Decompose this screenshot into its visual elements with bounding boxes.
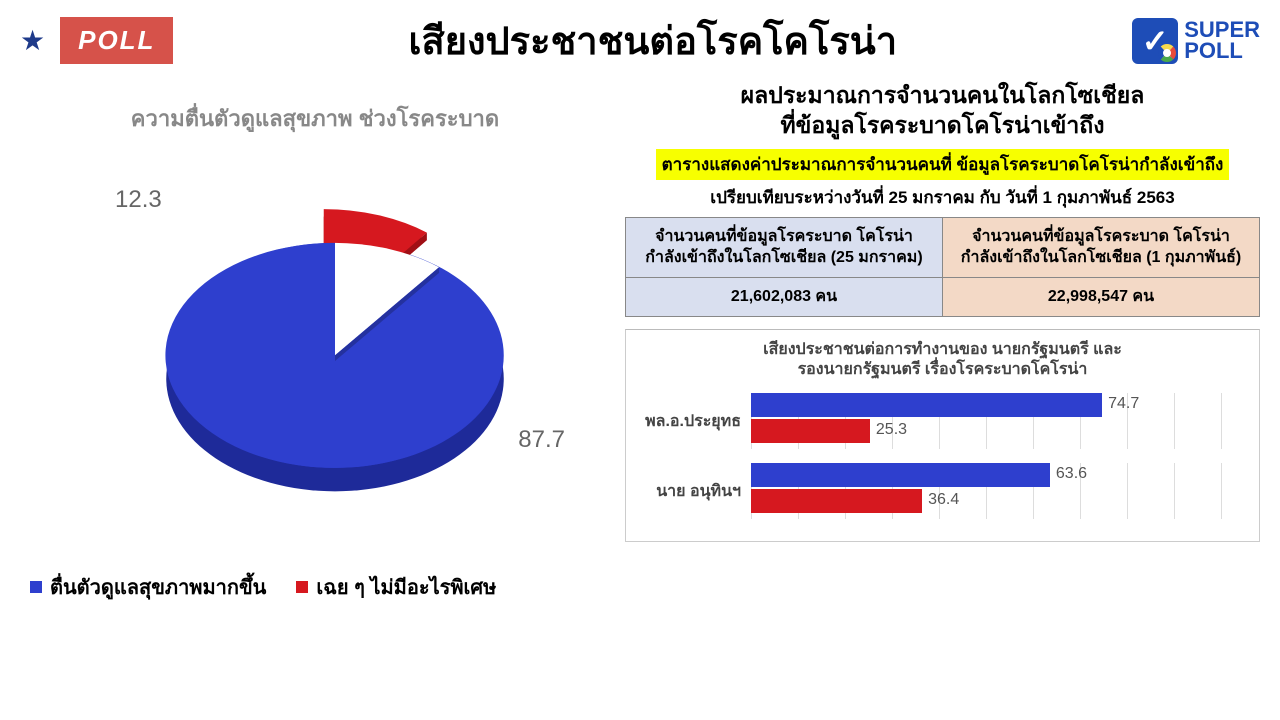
table-value-2: 22,998,547 คน <box>943 277 1260 316</box>
bar-row: นาย อนุทินฯ 63.6 36.4 <box>641 463 1244 519</box>
bar-segment <box>751 489 922 513</box>
table-header-2: จำนวนคนที่ข้อมูลโรคระบาด โคโรน่ากำลังเข้… <box>943 217 1260 277</box>
legend-label: ตื่นตัวดูแลสุขภาพมากขึ้น <box>50 571 266 603</box>
table-header-1: จำนวนคนที่ข้อมูลโรคระบาด โคโรน่ากำลังเข้… <box>626 217 943 277</box>
bar-title: เสียงประชาชนต่อการทำงานของ นายกรัฐมนตรี … <box>641 340 1244 382</box>
pie-title: ความตื่นตัวดูแลสุขภาพ ช่วงโรคระบาด <box>20 101 610 136</box>
legend-label: เฉย ๆ ไม่มีอะไรพิเศษ <box>316 571 496 603</box>
bar-segment <box>751 393 1102 417</box>
bar-chart: เสียงประชาชนต่อการทำงานของ นายกรัฐมนตรี … <box>625 329 1260 543</box>
bar-value-label: 74.7 <box>1108 395 1139 413</box>
table-value-1: 21,602,083 คน <box>626 277 943 316</box>
highlight-text: ตารางแสดงค่าประมาณการจำนวนคนที่ ข้อมูลโร… <box>656 149 1230 180</box>
comparison-table: จำนวนคนที่ข้อมูลโรคระบาด โคโรน่ากำลังเข้… <box>625 217 1260 317</box>
legend-item: เฉย ๆ ไม่มีอะไรพิเศษ <box>296 571 496 603</box>
gridline <box>1174 393 1175 449</box>
gridline <box>1174 463 1175 519</box>
bar-segment <box>751 463 1050 487</box>
logo-poll: POLL <box>1184 41 1260 62</box>
bar-value-label: 36.4 <box>928 491 959 509</box>
pie-label-small: 12.3 <box>115 186 162 214</box>
legend-swatch <box>296 581 308 593</box>
bar-category-label: นาย อนุทินฯ <box>641 479 751 504</box>
bar-title-l1: เสียงประชาชนต่อการทำงานของ นายกรัฐมนตรี … <box>763 341 1122 358</box>
bar-row: พล.อ.ประยุทธ 74.7 25.3 <box>641 393 1244 449</box>
subtitle-text: เปรียบเทียบระหว่างวันที่ 25 มกราคม กับ ว… <box>625 184 1260 211</box>
bar-segment <box>751 419 870 443</box>
bar-value-label: 63.6 <box>1056 465 1087 483</box>
bar-plot-area: พล.อ.ประยุทธ 74.7 25.3 นาย อนุทินฯ 63.6 36.4 <box>641 393 1244 519</box>
bar-value-label: 25.3 <box>876 421 907 439</box>
right-title-l2: ที่ข้อมูลโรคระบาดโคโรน่าเข้าถึง <box>781 112 1105 138</box>
pie-legend: ตื่นตัวดูแลสุขภาพมากขึ้น เฉย ๆ ไม่มีอะไร… <box>20 571 610 603</box>
page-title: เสียงประชาชนต่อโรคโคโรน่า <box>188 10 1117 71</box>
bar-category-label: พล.อ.ประยุทธ <box>641 409 751 434</box>
right-title: ผลประมาณการจำนวนคนในโลกโซเชียล ที่ข้อมูล… <box>625 81 1260 141</box>
pie-label-large: 87.7 <box>518 426 565 454</box>
gridline <box>1127 463 1128 519</box>
gridline <box>1221 463 1222 519</box>
bar-plot: 63.6 36.4 <box>751 463 1244 519</box>
logo-check-icon <box>1132 18 1178 64</box>
superpoll-logo: SUPER POLL <box>1132 18 1260 64</box>
poll-badge: POLL <box>60 17 173 64</box>
pie-chart: 12.3 87.7 <box>85 146 545 546</box>
bar-plot: 74.7 25.3 <box>751 393 1244 449</box>
right-title-l1: ผลประมาณการจำนวนคนในโลกโซเชียล <box>741 82 1145 108</box>
logo-text: SUPER POLL <box>1184 20 1260 62</box>
gridline <box>1221 393 1222 449</box>
legend-item: ตื่นตัวดูแลสุขภาพมากขึ้น <box>30 571 266 603</box>
bar-title-l2: รองนายกรัฐมนตรี เรื่องโรคระบาดโคโรน่า <box>798 361 1088 378</box>
legend-swatch <box>30 581 42 593</box>
star-icon: ★ <box>20 24 45 57</box>
